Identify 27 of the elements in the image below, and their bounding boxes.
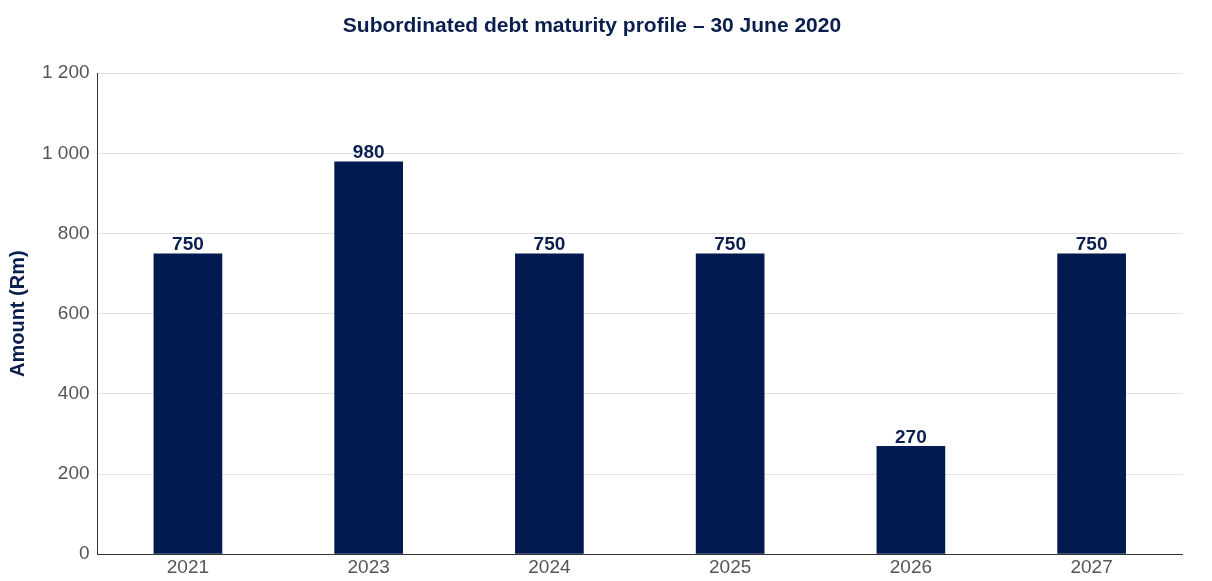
- y-tick-label: 200: [57, 462, 90, 484]
- bar: [515, 253, 584, 554]
- y-tick-label: 1 200: [42, 61, 90, 83]
- y-tick-label: 600: [57, 301, 90, 323]
- data-label: 270: [895, 425, 927, 447]
- data-label: 980: [352, 141, 385, 163]
- data-label: 750: [714, 233, 746, 255]
- chart-title: Subordinated debt maturity profile – 30 June 2020: [342, 13, 842, 37]
- x-tick-label: 2023: [347, 555, 390, 577]
- y-axis-title: Amount (Rm): [5, 250, 28, 378]
- bar: [334, 161, 403, 554]
- x-tick-label: 2027: [1070, 555, 1113, 577]
- x-tick-label: 2024: [528, 555, 571, 577]
- x-tick-label: 2026: [889, 555, 933, 577]
- y-tick-label: 1 000: [42, 141, 90, 163]
- y-tick-label: 400: [57, 382, 90, 404]
- x-tick-label: 2025: [709, 555, 752, 577]
- data-label: 750: [533, 233, 566, 255]
- data-label: 750: [1075, 233, 1108, 255]
- y-tick-label: 800: [57, 221, 90, 243]
- x-tick-label: 2021: [166, 555, 210, 577]
- bar: [153, 253, 223, 554]
- data-label: 750: [172, 233, 204, 255]
- bar: [1057, 253, 1126, 554]
- bar: [876, 445, 946, 554]
- bar: [695, 253, 765, 554]
- y-tick-label: 0: [78, 542, 90, 564]
